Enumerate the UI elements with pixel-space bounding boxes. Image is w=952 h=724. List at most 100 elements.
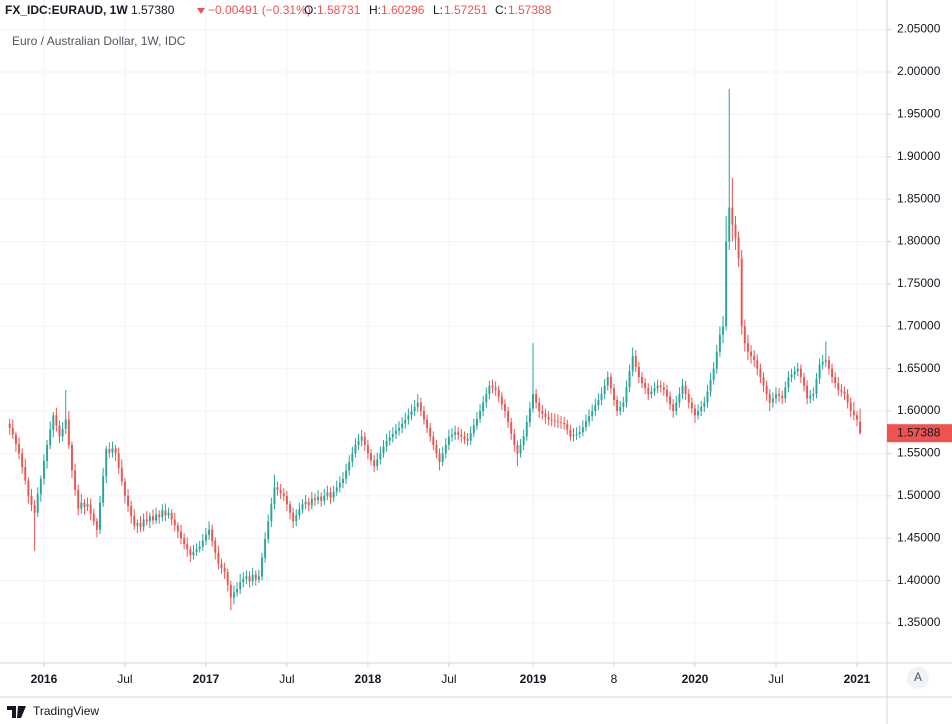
x-tick-label: Jul [117,672,132,686]
candle-body [120,467,123,482]
ohlc-value: 1.58731 [317,3,361,17]
candle-body [454,432,457,435]
candle-body [781,395,784,399]
candle-body [609,377,612,389]
candle-body [419,402,422,412]
candle-body [482,402,485,412]
candle-body [594,405,597,412]
auto-scale-button[interactable] [907,667,929,689]
candle-body [276,487,279,490]
candle-body [737,237,740,259]
last-price-box [887,424,952,443]
candle-body [74,470,77,490]
candle-body [186,544,189,550]
candle-body [460,434,463,437]
candle-body [379,453,382,460]
candle-body [528,408,531,423]
candle-body [30,495,33,506]
candle-body [145,519,148,522]
y-tick-label: 1.55000 [897,446,941,460]
candle-body [718,334,721,352]
ohlc-value: 1.57251 [444,3,488,17]
candle-body [849,402,852,412]
candle-body [581,427,584,433]
candle-body [815,378,818,395]
candle-body [354,444,357,454]
candle-body [398,428,401,431]
candle-body [743,326,746,344]
candle-body [21,453,24,468]
candle-body [662,387,665,390]
candle-body [173,519,176,526]
candle-body [790,374,793,378]
candle-body [242,578,245,583]
candle-body [329,492,332,498]
y-tick-label: 1.85000 [897,191,941,205]
candle-body [80,502,83,509]
candle-body [49,429,52,445]
candle-body [622,402,625,407]
candle-body [345,470,348,479]
y-tick-label: 1.45000 [897,530,941,544]
candle-body [603,385,606,395]
candle-body [544,413,547,417]
candle-body [342,478,344,484]
candle-body [133,516,136,526]
candle-body [799,368,802,378]
candle-body [304,501,307,505]
candle-body [257,576,260,580]
last-price-label: 1.57388 [897,425,941,439]
candle-body [33,505,36,513]
candle-body [706,391,709,403]
candle-body [229,584,232,598]
candle-body [18,444,20,454]
candle-body [575,433,578,435]
candle-body [360,436,363,441]
candle-body [806,385,809,399]
y-tick-label: 1.60000 [897,403,941,417]
candle-body [326,492,329,496]
candle-body [370,453,372,461]
candle-body [39,478,42,495]
candle-body [410,411,413,416]
candle-body [67,419,70,445]
candle-body [510,422,513,434]
candle-body [616,400,619,412]
candle-body [725,241,728,327]
candle-body [114,448,117,454]
y-tick-label: 1.75000 [897,276,941,290]
candle-body [335,487,338,492]
candle-body [292,512,295,522]
candle-body [176,525,179,532]
candle-body [14,434,17,445]
candle-body [441,453,444,462]
candle-body [279,489,282,494]
candle-body [469,433,472,441]
candle-body [77,489,80,509]
candle-body [117,453,120,468]
candle-body [731,207,734,225]
candle-body [834,377,837,384]
candle-body [690,402,693,409]
candle-body [36,494,39,513]
candle-body [584,421,587,428]
y-tick-label: 1.65000 [897,361,941,375]
candle-body [631,355,634,372]
candle-body [298,509,301,516]
candle-body [52,415,55,430]
ohlc-label: C: [495,3,507,17]
candle-body [653,388,656,392]
candle-body [700,406,703,412]
candle-body [694,408,696,416]
candle-body [550,419,553,421]
auto-scale-label[interactable]: A [914,670,922,684]
candle-body [827,360,830,369]
candle-body [413,406,416,412]
candle-body [394,430,397,434]
candle-body [500,396,503,405]
candle-body [55,415,58,426]
candle-body [513,433,516,445]
candle-body [11,428,14,435]
